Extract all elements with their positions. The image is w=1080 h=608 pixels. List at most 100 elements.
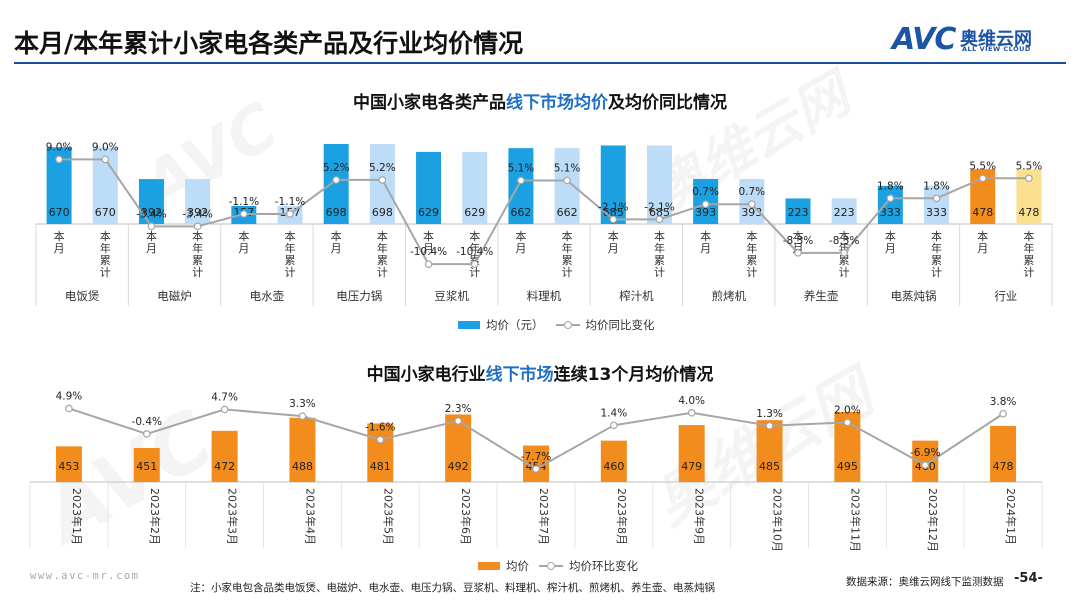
yoy-label: -10.4% (456, 246, 493, 258)
x-tick-label: 2023年9月 (693, 488, 707, 545)
x-sub-label: 年 (931, 241, 942, 255)
bar (369, 144, 395, 224)
logo-mark: AVC (892, 22, 956, 57)
x-sub-label: 本 (377, 229, 388, 243)
bar-value-label: 485 (759, 460, 780, 473)
yoy-label: 5.2% (369, 162, 396, 174)
x-sub-label: 本 (562, 229, 573, 243)
x-sub-label: 本 (192, 229, 203, 243)
yoy-marker (101, 155, 110, 164)
bar-value-label: 662 (510, 206, 531, 219)
yoy-label: 5.5% (969, 160, 996, 172)
chart2-title: 中国小家电行业线下市场连续13个月均价情况 (0, 360, 1080, 385)
x-sub-label: 累 (746, 254, 757, 267)
x-sub-label: 累 (192, 254, 203, 267)
x-sub-label: 计 (931, 266, 942, 279)
x-sub-label: 月 (423, 242, 434, 255)
mom-label: 4.9% (56, 390, 83, 402)
yoy-marker (932, 194, 941, 203)
x-tick-label: 2023年11月 (848, 488, 862, 552)
header-rule (14, 62, 1066, 64)
x-tick-label: 2023年4月 (303, 488, 317, 545)
x-sub-label: 本 (100, 229, 111, 243)
yoy-label: 5.1% (554, 162, 581, 174)
bar (554, 148, 580, 224)
yoy-label: -3.4% (182, 208, 212, 220)
x-sub-label: 本 (608, 229, 619, 243)
bar-value-label: 392 (141, 206, 162, 219)
bar-value-label: 698 (372, 206, 393, 219)
bar (785, 198, 811, 224)
bar (877, 185, 903, 224)
bar-value-label: 478 (993, 460, 1014, 473)
yoy-label: -1.1% (275, 196, 305, 208)
mom-marker (298, 412, 307, 420)
yoy-label: -2.1% (644, 201, 674, 213)
x-sub-label: 本 (1023, 229, 1034, 243)
chart1-legend: 均价（元） 均价同比变化 (458, 317, 655, 333)
x-sub-label: 累 (931, 254, 942, 267)
bar-value-label: 393 (695, 206, 716, 219)
bar-value-label: 478 (1018, 206, 1039, 219)
x-sub-label: 月 (700, 242, 711, 255)
x-sub-label: 计 (562, 266, 573, 279)
yoy-marker (794, 249, 802, 257)
mom-marker (142, 430, 151, 438)
footnote: 注：小家电包含品类电饭煲、电磁炉、电水壶、电压力锅、豆浆机、料理机、榨汁机、煎烤… (190, 582, 715, 594)
x-sub-label: 计 (100, 266, 111, 279)
yoy-marker (193, 222, 202, 231)
bar-value-label: 472 (214, 460, 235, 473)
x-sub-label: 本 (931, 229, 942, 243)
bar (646, 145, 672, 224)
x-sub-label: 年 (285, 241, 296, 255)
yoy-marker (563, 176, 571, 185)
bar (416, 151, 442, 224)
x-sub-label: 累 (100, 254, 111, 267)
x-sub-label: 月 (54, 242, 65, 255)
yoy-marker (470, 260, 479, 268)
yoy-label: 0.7% (738, 186, 765, 198)
bar-value-label: 460 (603, 460, 624, 473)
x-tick-label: 2023年12月 (926, 488, 940, 552)
group-label: 行业 (994, 289, 1017, 303)
x-sub-label: 累 (562, 254, 573, 267)
yoy-marker (701, 200, 710, 209)
yoy-label: -8.3% (829, 235, 859, 247)
mom-marker (765, 421, 774, 430)
x-sub-label: 本 (238, 229, 249, 243)
yoy-marker (378, 176, 387, 184)
bar (323, 144, 349, 224)
bar (462, 151, 488, 224)
yoy-label: 5.2% (323, 162, 350, 174)
bar (211, 430, 238, 482)
bar-value-label: 629 (464, 206, 485, 219)
bar-value-label: 481 (370, 460, 391, 473)
yoy-marker (609, 215, 618, 224)
mom-label: 3.8% (990, 396, 1017, 408)
yoy-label: 9.0% (92, 141, 119, 153)
x-sub-label: 年 (377, 241, 388, 255)
page-title: 本月/本年累计小家电各类产品及行业均价情况 (14, 29, 524, 58)
x-tick-label: 2024年1月 (1004, 488, 1018, 545)
bar-value-label: 223 (834, 206, 855, 219)
x-sub-label: 本 (469, 229, 480, 243)
mom-label: 1.4% (601, 407, 628, 419)
x-tick-label: 2023年10月 (771, 488, 785, 552)
mom-label: 3.3% (289, 398, 316, 410)
yoy-marker (978, 174, 987, 183)
mom-marker (921, 461, 930, 469)
x-sub-label: 月 (331, 242, 342, 255)
bar-value-label: 662 (557, 206, 578, 219)
bar (678, 425, 705, 482)
bar-value-label: 333 (880, 206, 901, 219)
yoy-label: -3.4% (136, 208, 166, 220)
x-tick-label: 2023年2月 (148, 488, 162, 545)
x-sub-label: 累 (654, 254, 665, 267)
yoy-label: -2.1% (598, 201, 628, 213)
group-label: 电蒸炖锅 (890, 289, 936, 303)
x-sub-label: 月 (608, 242, 619, 255)
bar-value-label: 698 (326, 206, 347, 219)
yoy-marker (886, 194, 895, 203)
x-tick-label: 2023年8月 (615, 488, 629, 545)
bar-value-label: 495 (837, 460, 858, 473)
